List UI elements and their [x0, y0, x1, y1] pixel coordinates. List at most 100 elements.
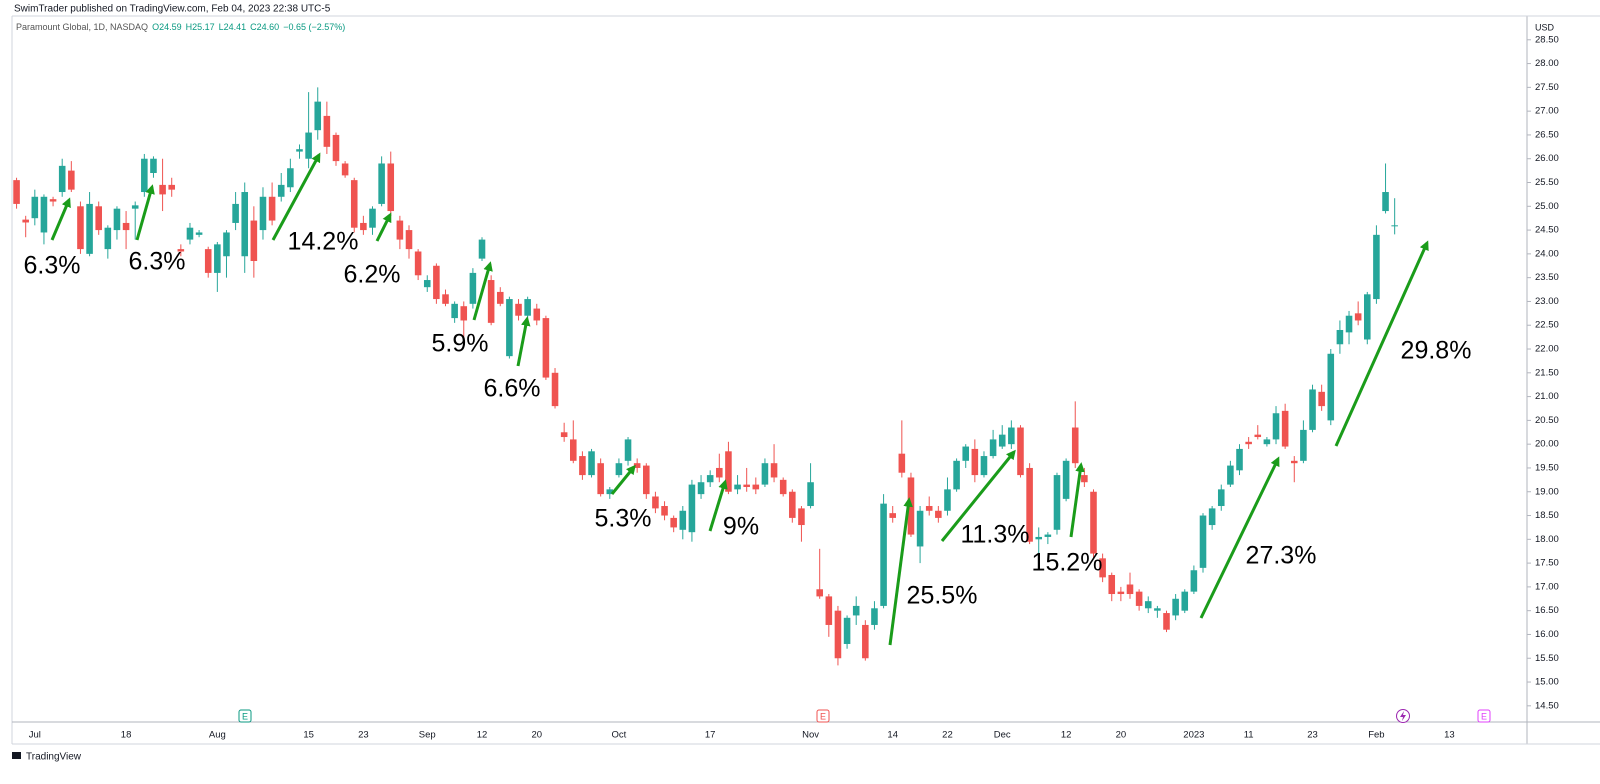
annotation: 11.3%: [960, 521, 1029, 549]
candle-body: [204, 249, 212, 273]
candle-body: [1318, 391, 1325, 407]
candle-body: [68, 170, 75, 190]
candle-body: [159, 184, 166, 195]
legend-low: L24.41: [219, 22, 247, 32]
y-tick-label: 23.00: [1535, 296, 1559, 307]
legend-symbol: Paramount Global, 1D, NASDAQ: [16, 22, 148, 32]
x-tick-label: 20: [1116, 730, 1127, 741]
candle-body: [880, 503, 887, 606]
event-earnings: E: [816, 709, 830, 723]
candle-body: [186, 227, 194, 240]
candle-body: [150, 158, 157, 173]
candle-body: [989, 439, 997, 457]
event-icon: [816, 709, 830, 723]
candle-body: [1026, 467, 1033, 542]
candle-body: [524, 299, 531, 316]
candle-body: [214, 244, 221, 273]
candle-body: [1309, 389, 1316, 430]
arrow: [50, 197, 71, 241]
candle-body: [1391, 225, 1398, 227]
y-tick-label: 27.50: [1535, 82, 1559, 93]
candle-body: [405, 230, 413, 250]
candles: [13, 87, 1398, 666]
candle-body: [378, 163, 385, 204]
candle-body: [1354, 313, 1362, 321]
y-tick-label: 21.00: [1535, 391, 1559, 402]
candle-body: [478, 239, 486, 259]
candle-body: [414, 251, 422, 276]
candle-body: [350, 180, 358, 228]
candle-body: [925, 506, 933, 511]
y-tick-label: 18.00: [1535, 534, 1559, 545]
candle-body: [779, 479, 787, 495]
candle-body: [13, 180, 20, 204]
event-earnings: E: [1477, 709, 1491, 723]
y-tick-label: 22.50: [1535, 320, 1559, 331]
candle-body: [433, 265, 440, 300]
legend-close: C24.60: [250, 22, 279, 32]
x-tick-label: Feb: [1368, 730, 1384, 741]
x-tick-label: 13: [1444, 730, 1455, 741]
candle-body: [423, 280, 431, 288]
annotation: 25.5%: [907, 582, 978, 610]
candle-body: [807, 482, 814, 507]
candle-body: [706, 475, 714, 483]
candle-body: [643, 465, 650, 495]
candle-body: [451, 303, 458, 319]
x-tick-label: Jul: [29, 730, 41, 741]
candle-body: [296, 149, 303, 152]
header: SwimTrader published on TradingView.com,…: [14, 4, 331, 15]
candle-body: [314, 101, 322, 131]
candle-body: [688, 484, 696, 533]
candle-body: [579, 456, 586, 476]
x-tick-label: 17: [705, 730, 716, 741]
candle-body: [1099, 558, 1106, 578]
candle-body: [442, 294, 449, 304]
annotation: 5.9%: [432, 330, 489, 358]
annotation: 5.3%: [595, 505, 652, 533]
candle-body: [1108, 574, 1116, 595]
event-dividend: [1396, 709, 1410, 723]
candle-body: [871, 608, 878, 625]
candle-body: [1254, 434, 1262, 438]
candle-body: [31, 196, 39, 219]
y-tick-label: 20.00: [1535, 439, 1559, 450]
candle-body: [496, 291, 504, 304]
candle-body: [834, 610, 842, 659]
y-tick-label: 24.00: [1535, 248, 1559, 259]
y-tick-label: 17.00: [1535, 581, 1559, 592]
y-tick-label: 25.00: [1535, 201, 1559, 212]
arrow: [1334, 240, 1429, 447]
event-label: E: [1481, 711, 1487, 721]
candle-body: [1144, 601, 1152, 609]
legend-change: −0.65 (−2.57%): [283, 22, 345, 32]
candle-body: [1017, 427, 1024, 476]
event-earnings: E: [238, 709, 252, 723]
candle-body: [1236, 448, 1243, 471]
candle-body: [1300, 429, 1307, 461]
candle-body: [1336, 329, 1344, 345]
y-tick-label: 15.50: [1535, 653, 1559, 664]
candle-body: [1327, 353, 1335, 421]
candle-body: [268, 196, 276, 221]
candle-body: [1345, 315, 1353, 333]
arrow: [708, 479, 728, 532]
x-tick-label: 11: [1244, 730, 1254, 741]
candle-body: [1199, 515, 1207, 568]
candle-body: [725, 451, 732, 492]
candle-body: [752, 484, 760, 490]
candle-body: [1071, 427, 1079, 464]
candle-body: [122, 222, 130, 231]
candle-body: [1217, 489, 1225, 507]
candle-body: [104, 227, 112, 250]
x-tick-label: 23: [358, 730, 369, 741]
candle-body: [1090, 491, 1097, 554]
currency-label: USD: [1535, 22, 1555, 32]
event-label: E: [242, 711, 248, 721]
candle-body: [40, 196, 48, 233]
legend: Paramount Global, 1D, NASDAQ O24.59 H25.17…: [16, 22, 345, 32]
candle-body: [387, 163, 395, 212]
arrow: [1199, 456, 1280, 619]
x-tick-label: Nov: [802, 730, 819, 741]
y-tick-label: 27.00: [1535, 106, 1559, 117]
